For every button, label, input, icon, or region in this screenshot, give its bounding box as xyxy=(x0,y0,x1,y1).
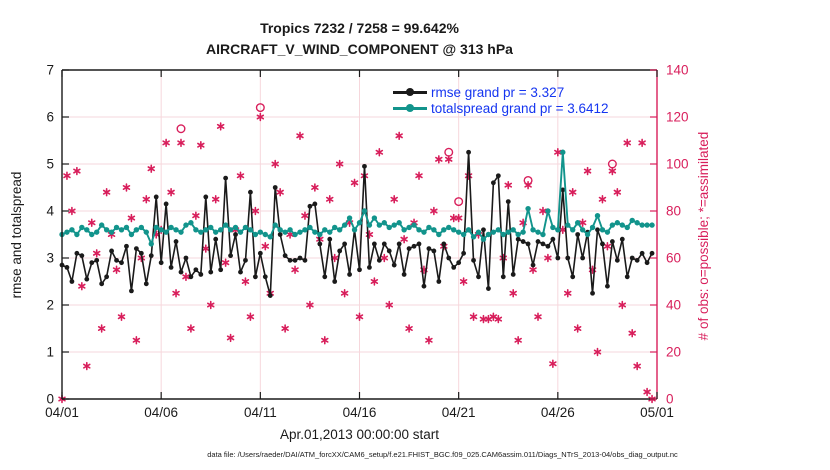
totalspread-line-swatch xyxy=(393,100,427,116)
legend: rmse grand pr = 3.327 totalspread grand … xyxy=(393,84,609,116)
left-tick-label: 7 xyxy=(46,63,54,78)
right-tick-label: 100 xyxy=(666,157,689,172)
data-file-footnote: data file: /Users/raeder/DAI/ATM_forcXX/… xyxy=(207,450,678,459)
right-tick-label: 0 xyxy=(666,392,674,407)
tick-labels: 0 1 2 3 4 5 6 7 0 20 40 60 80 100 120 140 04/01 04/06 04/1… xyxy=(45,63,688,421)
right-tick-label: 140 xyxy=(666,63,689,78)
right-axis-label: # of obs: o=possible; *=assimilated xyxy=(696,131,711,341)
right-tick-label: 80 xyxy=(666,204,681,219)
right-tick-label: 120 xyxy=(666,110,689,125)
x-tick-label: 04/21 xyxy=(442,405,476,420)
legend-row-rmse: rmse grand pr = 3.327 xyxy=(393,84,609,100)
grid-layer xyxy=(62,70,657,399)
x-tick-label: 05/01 xyxy=(640,405,674,420)
right-tick-label: 20 xyxy=(666,345,681,360)
right-tick-label: 60 xyxy=(666,251,681,266)
x-tick-label: 04/26 xyxy=(541,405,575,420)
x-axis-label: Apr.01,2013 00:00:00 start xyxy=(279,427,440,442)
left-tick-label: 6 xyxy=(46,110,54,125)
x-tick-label: 04/01 xyxy=(45,405,79,420)
left-axis-label: rmse and totalspread xyxy=(9,171,24,299)
x-tick-label: 04/16 xyxy=(343,405,377,420)
left-tick-label: 1 xyxy=(46,345,54,360)
legend-label-totalspread: totalspread grand pr = 3.6412 xyxy=(431,100,609,116)
totalspread-series xyxy=(59,149,655,247)
obs-count-markers xyxy=(58,103,656,404)
axis-ticks xyxy=(61,69,658,400)
left-tick-label: 3 xyxy=(46,251,54,266)
chart-title-line2: AIRCRAFT_V_WIND_COMPONENT @ 313 hPa xyxy=(206,41,513,57)
legend-row-totalspread: totalspread grand pr = 3.6412 xyxy=(393,100,609,116)
left-tick-label: 5 xyxy=(46,157,54,172)
right-tick-label: 40 xyxy=(666,298,681,313)
rmse-line-swatch xyxy=(393,84,427,100)
chart-title-line1: Tropics 7232 / 7258 = 99.642% xyxy=(260,20,459,36)
rmse-series xyxy=(59,149,655,298)
x-tick-label: 04/06 xyxy=(144,405,178,420)
left-tick-label: 2 xyxy=(46,298,54,313)
left-tick-label: 0 xyxy=(46,392,54,407)
x-tick-label: 04/11 xyxy=(244,405,277,420)
left-tick-label: 4 xyxy=(46,204,54,219)
legend-label-rmse: rmse grand pr = 3.327 xyxy=(431,84,565,100)
